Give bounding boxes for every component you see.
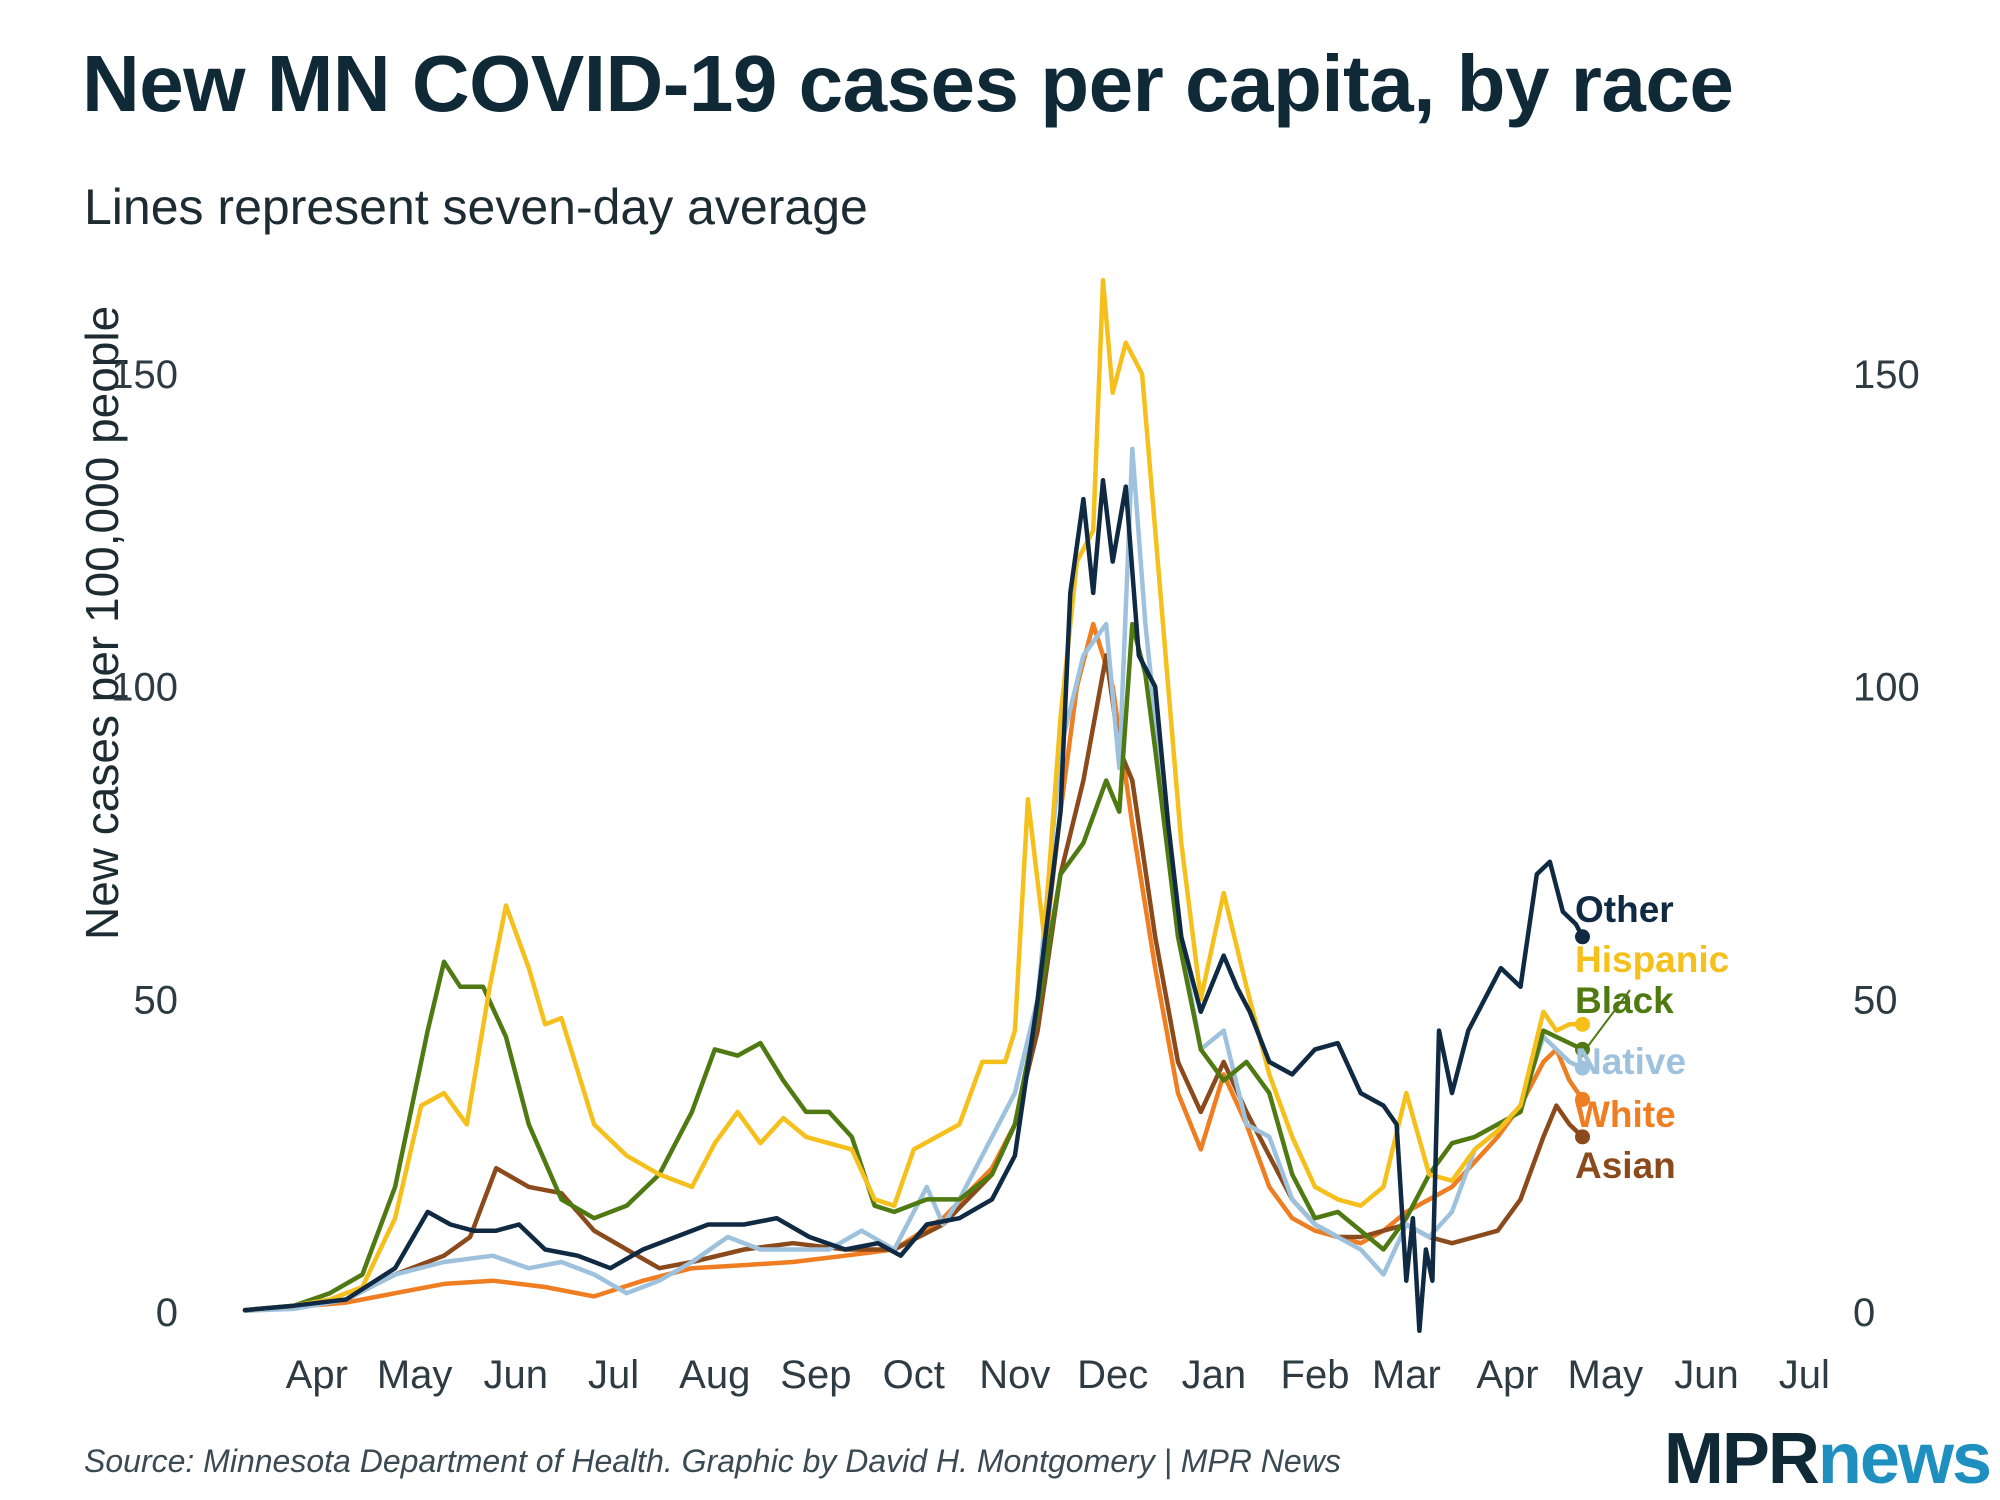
mpr-news-logo: MPRnews bbox=[1663, 1418, 1992, 1500]
x-tick-2: Jun bbox=[484, 1353, 549, 1397]
end-markers bbox=[1575, 929, 1590, 1145]
x-tick-10: Feb bbox=[1281, 1353, 1350, 1397]
series-line-other bbox=[242, 478, 1585, 1334]
y-ticks-right: 0 50 100 150 bbox=[1853, 353, 1920, 1335]
end-label-other: Other bbox=[1575, 889, 1674, 930]
y-tick-right-0: 0 bbox=[1853, 1291, 1875, 1335]
end-label-connector-black bbox=[1587, 989, 1631, 1046]
y-axis-label: New cases per 100,000 people bbox=[76, 306, 128, 940]
y-tick-left-0: 0 bbox=[156, 1291, 178, 1335]
x-tick-7: Nov bbox=[979, 1353, 1050, 1397]
logo-news: news bbox=[1817, 1419, 1992, 1499]
series-line-native bbox=[242, 446, 1585, 1313]
end-marker-black bbox=[1575, 1041, 1590, 1057]
series-lines bbox=[242, 277, 1585, 1334]
logo-mpr: MPR bbox=[1663, 1419, 1820, 1499]
x-tick-5: Sep bbox=[780, 1353, 851, 1397]
line-chart: New cases per 100,000 people 0 50 100 150 0… bbox=[76, 277, 1920, 1397]
end-marker-asian bbox=[1575, 1129, 1590, 1145]
end-label-hispanic: Hispanic bbox=[1575, 939, 1729, 980]
end-label-asian: Asian bbox=[1575, 1145, 1676, 1186]
end-label-black: Black bbox=[1575, 980, 1674, 1021]
source-note: Source: Minnesota Department of Health. … bbox=[84, 1443, 1341, 1479]
x-tick-0: Apr bbox=[286, 1353, 348, 1397]
end-marker-other bbox=[1575, 929, 1590, 945]
y-ticks-left: 0 50 100 150 bbox=[111, 353, 178, 1335]
x-tick-9: Jan bbox=[1182, 1353, 1247, 1397]
end-label-native: Native bbox=[1575, 1041, 1686, 1082]
end-marker-white bbox=[1575, 1091, 1590, 1107]
x-tick-13: May bbox=[1568, 1353, 1644, 1397]
y-axis-label-text: New cases per 100,000 people bbox=[76, 306, 128, 940]
end-label-white: White bbox=[1575, 1094, 1676, 1135]
series-line-black bbox=[242, 621, 1585, 1313]
series-line-hispanic bbox=[242, 277, 1585, 1313]
x-tick-12: Apr bbox=[1476, 1353, 1538, 1397]
x-tick-6: Oct bbox=[883, 1353, 945, 1397]
y-tick-left-100: 100 bbox=[111, 666, 178, 710]
x-tick-14: Jun bbox=[1674, 1353, 1739, 1397]
chart-subtitle: Lines represent seven-day average bbox=[84, 179, 868, 235]
y-tick-left-150: 150 bbox=[111, 353, 178, 397]
x-ticks: Apr May Jun Jul Aug Sep Oct Nov Dec Jan Feb Mar Apr M… bbox=[286, 1353, 1830, 1397]
end-marker-native bbox=[1575, 1060, 1590, 1076]
y-tick-right-100: 100 bbox=[1853, 666, 1920, 710]
x-tick-8: Dec bbox=[1077, 1353, 1148, 1397]
y-tick-right-50: 50 bbox=[1853, 978, 1898, 1022]
y-tick-right-150: 150 bbox=[1853, 353, 1920, 397]
x-tick-4: Aug bbox=[679, 1353, 750, 1397]
x-tick-1: May bbox=[377, 1353, 453, 1397]
x-tick-3: Jul bbox=[588, 1353, 639, 1397]
x-tick-11: Mar bbox=[1372, 1353, 1441, 1397]
end-marker-hispanic bbox=[1575, 1016, 1590, 1032]
chart-title: New MN COVID-19 cases per capita, by rac… bbox=[82, 39, 1734, 128]
x-tick-15: Jul bbox=[1779, 1353, 1830, 1397]
y-tick-left-50: 50 bbox=[134, 978, 179, 1022]
series-line-asian bbox=[242, 653, 1585, 1313]
